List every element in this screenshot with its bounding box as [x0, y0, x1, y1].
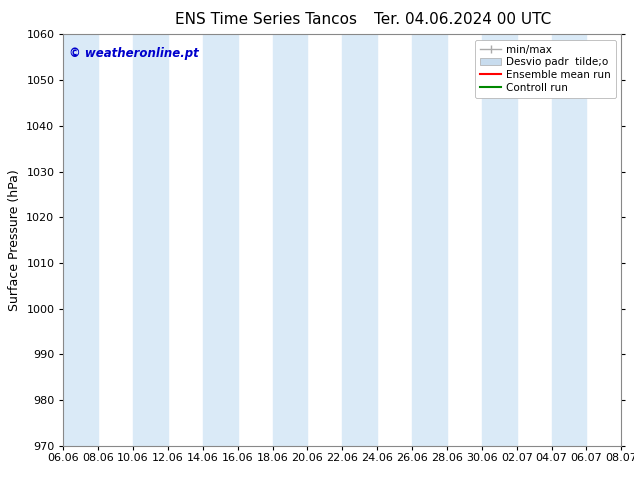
Text: Ter. 04.06.2024 00 UTC: Ter. 04.06.2024 00 UTC — [374, 12, 552, 27]
Bar — [133, 34, 168, 446]
Bar — [552, 34, 586, 446]
Bar — [63, 34, 98, 446]
Y-axis label: Surface Pressure (hPa): Surface Pressure (hPa) — [8, 169, 21, 311]
Bar — [342, 34, 377, 446]
Text: © weatheronline.pt: © weatheronline.pt — [69, 47, 198, 60]
Bar — [482, 34, 517, 446]
Bar — [273, 34, 307, 446]
Text: ENS Time Series Tancos: ENS Time Series Tancos — [175, 12, 358, 27]
Legend: min/max, Desvio padr  tilde;o, Ensemble mean run, Controll run: min/max, Desvio padr tilde;o, Ensemble m… — [475, 40, 616, 98]
Bar — [412, 34, 447, 446]
Bar — [203, 34, 238, 446]
